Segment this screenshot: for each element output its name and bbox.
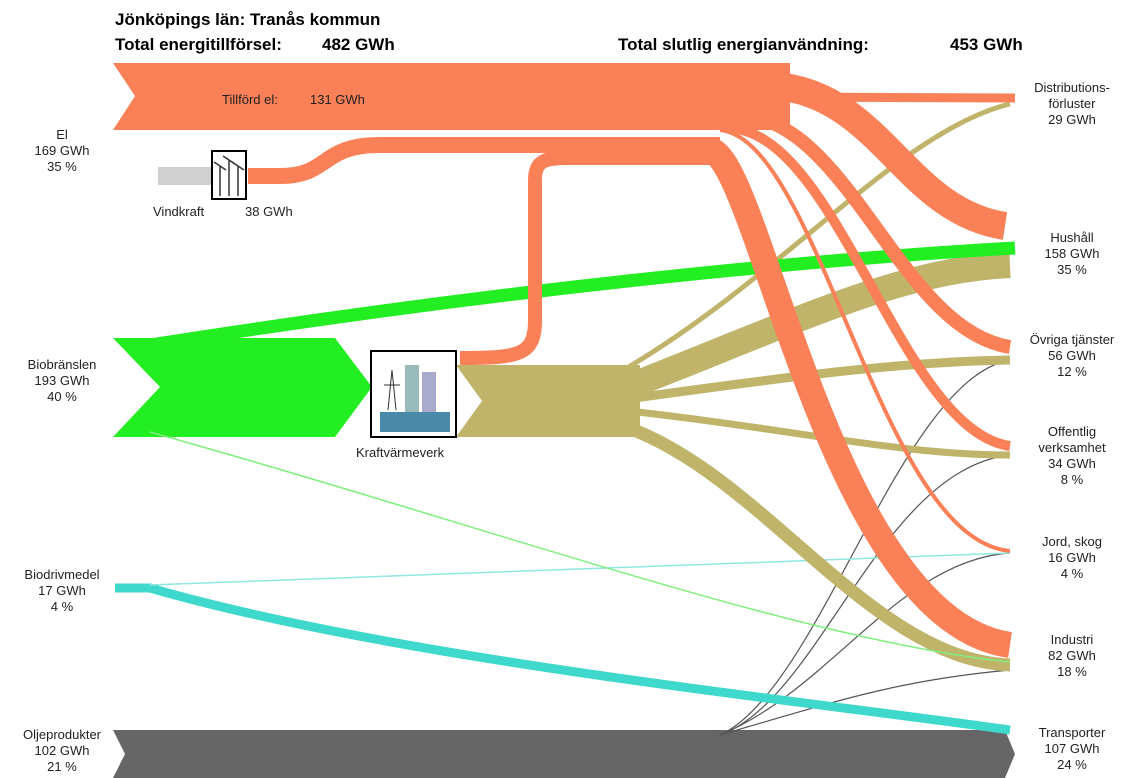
sink-name: verksamhet: [1038, 440, 1106, 455]
sink-name: förluster: [1049, 96, 1097, 111]
wind-label: Vindkraft: [153, 204, 204, 219]
electricity-flows: [248, 71, 1016, 658]
sink-share: 18 %: [1057, 664, 1087, 679]
source-name: Biodrivmedel: [24, 567, 99, 582]
source-value: 169 GWh: [35, 143, 90, 158]
source-value: 193 GWh: [35, 373, 90, 388]
supplied-el-value: 131 GWh: [310, 92, 365, 107]
sink-share: 24 %: [1057, 757, 1087, 772]
source-share: 40 %: [47, 389, 77, 404]
sink-name: Hushåll: [1050, 230, 1093, 245]
sink-name: Övriga tjänster: [1030, 332, 1115, 347]
title: Jönköpings län: Tranås kommun: [115, 10, 380, 29]
supply-value: 482 GWh: [322, 35, 395, 54]
source-name: El: [56, 127, 68, 142]
oil-flow: [113, 730, 1015, 778]
sink-value: 29 GWh: [1048, 112, 1096, 127]
sink-name: Jord, skog: [1042, 534, 1102, 549]
use-value: 453 GWh: [950, 35, 1023, 54]
sink-share: 35 %: [1057, 262, 1087, 277]
biomass-flow: [113, 338, 372, 437]
sink-value: 34 GWh: [1048, 456, 1096, 471]
sink-value: 56 GWh: [1048, 348, 1096, 363]
chp-label: Kraftvärmeverk: [356, 445, 445, 460]
sink-share: 4 %: [1061, 566, 1084, 581]
oil-thin-flows: [719, 359, 1011, 736]
sink-value: 16 GWh: [1048, 550, 1096, 565]
sink-value: 82 GWh: [1048, 648, 1096, 663]
supply-label: Total energitillförsel:: [115, 35, 282, 54]
sink-name: Industri: [1051, 632, 1094, 647]
chp-plant: [380, 365, 450, 432]
source-share: 4 %: [51, 599, 74, 614]
sink-name: Distributions-: [1034, 80, 1110, 95]
sink-name: Transporter: [1039, 725, 1106, 740]
source-name: Biobränslen: [28, 357, 97, 372]
source-value: 17 GWh: [38, 583, 86, 598]
sink-name: Offentlig: [1048, 424, 1096, 439]
biomass-household-flow: [148, 241, 1016, 352]
turbines: [213, 155, 245, 196]
sink-share: 8 %: [1061, 472, 1084, 487]
biomass-industry-flow: [149, 431, 1011, 663]
supplied-el-label: Tillförd el:: [222, 92, 278, 107]
use-label: Total slutlig energianvändning:: [618, 35, 869, 54]
sink-value: 158 GWh: [1045, 246, 1100, 261]
wind-value: 38 GWh: [245, 204, 293, 219]
sink-value: 107 GWh: [1045, 741, 1100, 756]
source-share: 35 %: [47, 159, 77, 174]
electricity-flow: [113, 63, 790, 130]
source-share: 21 %: [47, 759, 77, 774]
sink-share: 12 %: [1057, 364, 1087, 379]
source-name: Oljeprodukter: [23, 727, 102, 742]
chp-output: [456, 365, 640, 437]
source-value: 102 GWh: [35, 743, 90, 758]
wind-input: [158, 167, 212, 185]
biofuel-transport-flow: [115, 583, 1011, 735]
